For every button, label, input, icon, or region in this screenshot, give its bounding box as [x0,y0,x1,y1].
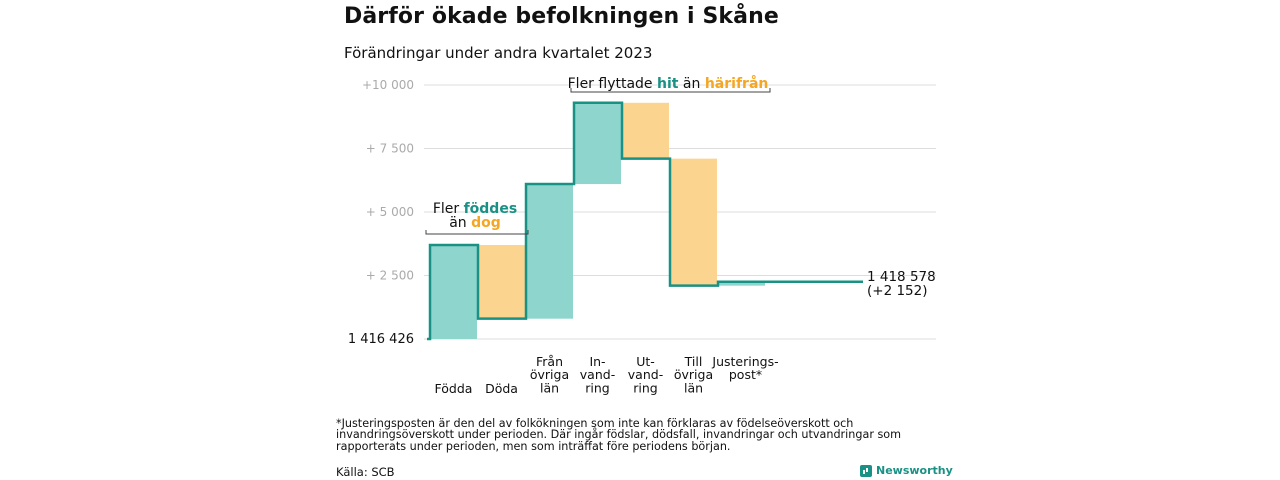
annotation-born-vs-died-line2: än dog [449,215,501,231]
cumulative-step-line [427,101,863,341]
chart-subtitle: Förändringar under andra kvartalet 2023 [344,44,653,62]
annotation-born-vs-died: Fler föddes [433,201,517,217]
end-value-label: 1 418 578 [867,269,936,285]
waterfall-bar [718,281,765,286]
x-category-label: Till övriga län [674,354,713,395]
y-tick-label: +10 000 [362,78,414,92]
waterfall-chart: +10 000 + 7 500 + 5 000 + 2 500 1 416 426 Fö… [348,75,936,396]
waterfall-bar [526,184,573,319]
newsworthy-logo: Newsworthy [860,464,953,477]
x-category-label: Döda [485,381,518,396]
x-category-label: Födda [435,381,473,396]
footnote: *Justeringsposten är den del av folkökni… [336,417,902,453]
annotation-moved-in-vs-out: Fler flyttade hit än härifrån [568,75,769,92]
waterfall-bar [670,158,717,286]
x-category-label: In-vand-ring [580,354,615,395]
waterfall-bar [574,102,621,185]
x-category-label: Ut-vand-ring [628,354,663,395]
y-tick-label: + 7 500 [366,142,414,156]
waterfall-bar [430,245,477,339]
x-category-label: Från övriga län [530,354,569,395]
waterfall-bar [622,102,669,159]
newsworthy-icon [860,464,872,477]
x-category-label: Justerings-post* [711,354,778,382]
source-label: Källa: SCB [336,465,395,479]
start-value-label: 1 416 426 [348,332,414,347]
brand-name: Newsworthy [876,464,953,477]
y-tick-label: + 5 000 [366,205,414,219]
annotation-bracket [425,230,529,235]
y-tick-label: + 2 500 [366,269,414,283]
end-change-label: (+2 152) [867,283,928,299]
waterfall-bar [478,245,525,319]
chart-title: Därför ökade befolkningen i Skåne [344,4,779,29]
annotation-bracket [570,88,771,93]
